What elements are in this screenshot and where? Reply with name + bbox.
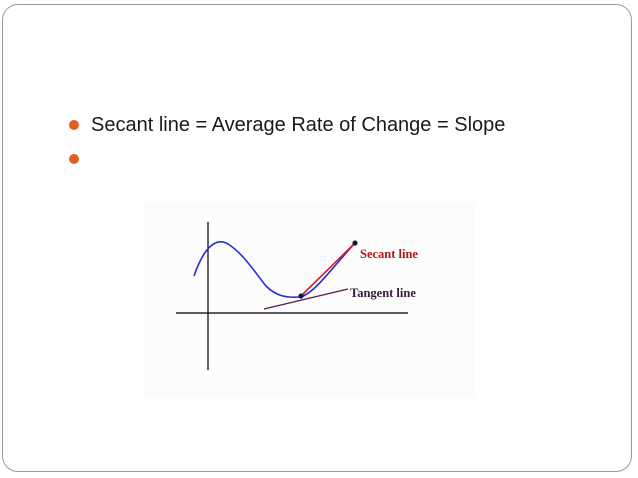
tangent-point [298,293,304,299]
bullet-item-1: Secant line = Average Rate of Change = S… [69,111,505,139]
tangent-label: Tangent line [350,286,416,300]
secant-line [300,242,356,297]
bullet-dot-icon [69,154,79,164]
secant-label: Secant line [360,247,418,261]
tangent-line [263,288,349,310]
secant-tangent-diagram: Secant line Tangent line [176,222,418,370]
bullet-item-2 [69,145,91,173]
bullet-text: Secant line = Average Rate of Change = S… [91,113,506,136]
bullet-dot-icon [69,120,79,130]
secant-tangent-figure: Secant line Tangent line [144,202,474,398]
function-curve [193,241,357,299]
secant-endpoint [352,240,358,246]
